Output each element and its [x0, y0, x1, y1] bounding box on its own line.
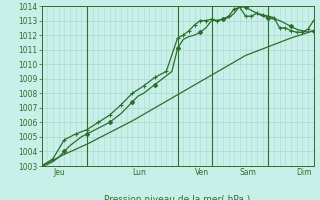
Text: Jeu: Jeu [53, 168, 65, 177]
Text: Pression niveau de la mer( hPa ): Pression niveau de la mer( hPa ) [104, 195, 251, 200]
Text: Dim: Dim [297, 168, 312, 177]
Text: Sam: Sam [240, 168, 257, 177]
Text: Ven: Ven [195, 168, 209, 177]
Text: Lun: Lun [132, 168, 146, 177]
